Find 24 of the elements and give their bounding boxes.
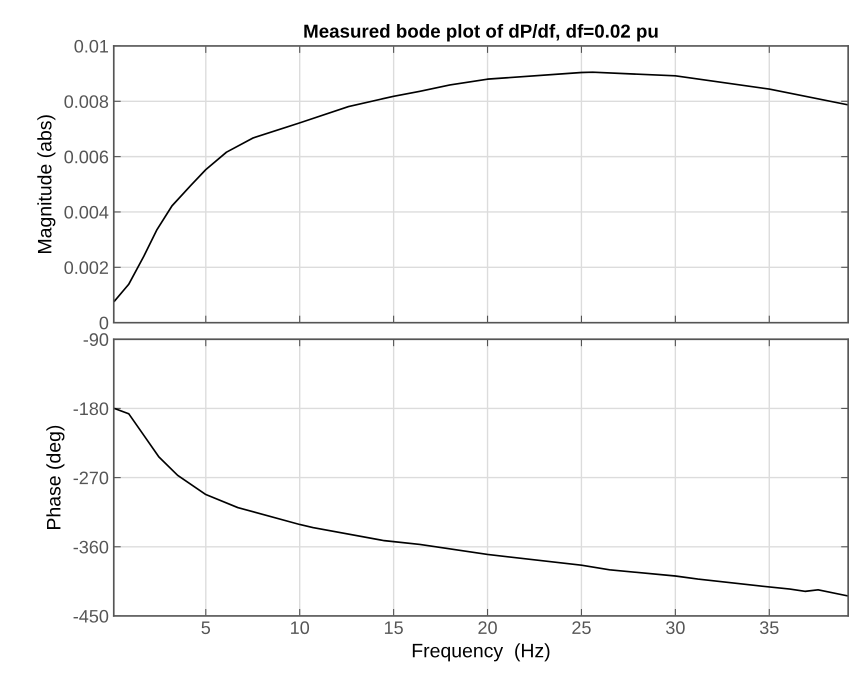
- y-tick-label: 0.01: [74, 40, 108, 53]
- x-tick-label: 30: [666, 621, 685, 634]
- y-tick-label: 0.002: [64, 261, 108, 274]
- x-axis-title: Frequency (Hz): [412, 643, 550, 662]
- y-tick-label: -180: [74, 402, 108, 416]
- y-tick-label: -90: [84, 333, 108, 346]
- y-tick-label: 0.006: [64, 150, 108, 164]
- y-tick-label: -360: [74, 540, 108, 554]
- y-axis-title: Magnitude (abs): [37, 115, 56, 253]
- x-tick-label: 5: [202, 621, 210, 634]
- y-axis-title: Phase (deg): [46, 426, 64, 529]
- line-series: [114, 408, 848, 597]
- line-series: [114, 71, 848, 302]
- x-tick-label: 10: [291, 621, 310, 634]
- y-tick-label: -450: [74, 610, 108, 623]
- chart-title: Measured bode plot of dP/df, df=0.02 pu: [304, 24, 658, 42]
- x-tick-label: 35: [760, 621, 779, 634]
- y-tick-label: -270: [74, 472, 108, 484]
- x-tick-label: 15: [384, 621, 403, 634]
- x-tick-label: 20: [478, 621, 497, 634]
- y-tick-label: 0.004: [64, 206, 108, 219]
- y-tick-label: 0.008: [64, 95, 108, 108]
- y-tick-label: 0: [100, 316, 108, 330]
- x-tick-label: 25: [572, 621, 591, 634]
